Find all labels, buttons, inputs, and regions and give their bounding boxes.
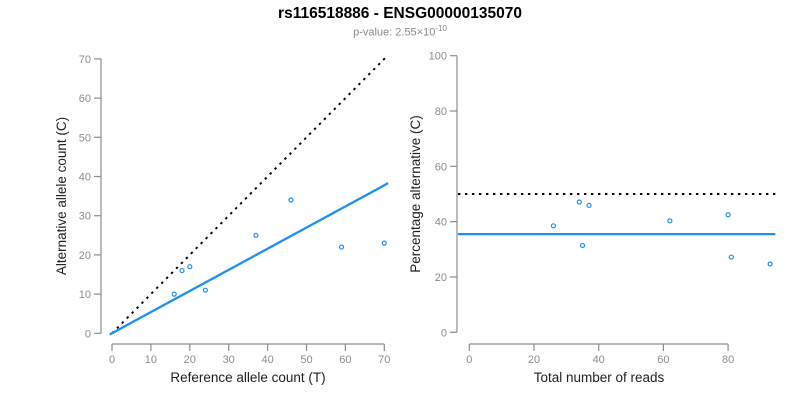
x-tick-label: 50 (300, 354, 312, 366)
y-tick-label: 100 (429, 51, 447, 63)
data-point (767, 261, 773, 267)
x-tick-label: 40 (593, 354, 605, 366)
y-tick-label: 40 (435, 217, 447, 229)
data-point (202, 287, 208, 293)
x-tick-label: 70 (378, 354, 390, 366)
y-tick-label: 60 (435, 161, 447, 173)
data-point (187, 264, 193, 270)
y-tick-label: 30 (79, 211, 91, 223)
figure-title: rs116518886 - ENSG00000135070 (278, 5, 522, 22)
y-tick-label: 20 (435, 272, 447, 284)
data-point (338, 244, 345, 250)
y-tick-label: 20 (79, 250, 91, 262)
y-tick-label: 50 (79, 132, 91, 144)
p-value-text: p-value: 2.55×10 (353, 26, 436, 39)
data-point (667, 218, 673, 224)
x-tick-label: 60 (339, 354, 351, 366)
x-axis-title: Reference allele count (T) (170, 370, 325, 385)
y-tick-label: 60 (79, 93, 91, 105)
data-point (171, 291, 177, 297)
x-tick-label: 30 (223, 354, 235, 366)
x-tick-label: 10 (145, 354, 157, 366)
data-point (586, 202, 592, 208)
p-value-exponent: -10 (435, 24, 447, 33)
data-point (550, 223, 557, 229)
x-tick-label: 0 (466, 354, 472, 366)
fitted-ratio-line (109, 182, 389, 336)
data-point (728, 254, 734, 260)
x-tick-label: 60 (657, 354, 669, 366)
x-tick-label: 40 (261, 354, 273, 366)
y-tick-label: 80 (435, 106, 447, 118)
data-point (579, 242, 586, 249)
expected-identity-line (111, 57, 387, 334)
x-axis-title: Total number of reads (534, 370, 665, 385)
x-tick-label: 20 (184, 354, 196, 366)
y-tick-label: 40 (79, 172, 91, 184)
y-tick-label: 0 (441, 327, 447, 339)
y-tick-label: 10 (79, 289, 91, 301)
data-point (725, 212, 731, 218)
y-tick-label: 70 (79, 54, 91, 66)
x-tick-label: 80 (722, 354, 734, 366)
data-point (576, 199, 582, 205)
y-axis-title: Alternative allele count (C) (54, 117, 69, 275)
data-point (288, 197, 294, 203)
percentage-alternative-scatter: 0 20 40 60 80 100 0 20 40 60 80 Total number of rea… (408, 51, 776, 385)
y-axis-title: Percentage alternative (C) (408, 115, 423, 273)
data-point (179, 267, 185, 274)
x-tick-label: 20 (528, 354, 540, 366)
data-point (381, 240, 387, 246)
figure-subtitle: p-value: 2.55×10-10 (0, 24, 800, 39)
y-tick-label: 0 (85, 328, 91, 340)
data-point (253, 232, 259, 238)
allele-count-scatter: 0 10 20 30 40 50 60 70 0 10 20 30 40 50 60 70 Reference … (54, 54, 390, 385)
x-tick-label: 0 (109, 354, 115, 366)
